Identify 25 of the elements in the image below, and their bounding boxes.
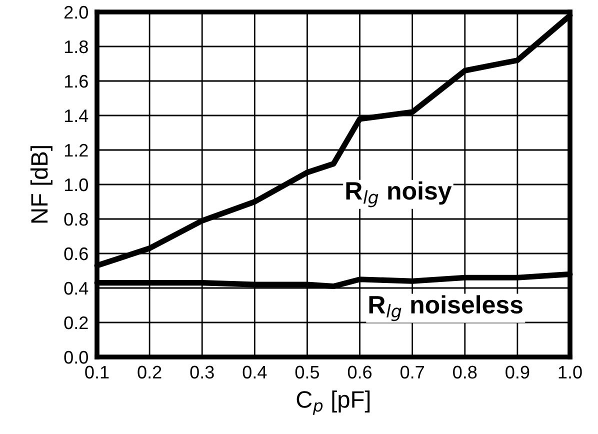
x-tick-label: 0.9 [506,366,530,379]
x-tick-label: 0.5 [295,366,320,379]
x-tick-label: 0.2 [138,366,162,379]
y-tick-label: 0.4 [64,282,88,295]
x-tick-label: 0.3 [190,366,214,379]
y-tick-label: 1.4 [64,110,88,122]
x-axis-title: C$_{p}$ [pF] [296,390,370,415]
y-tick-label: 0.2 [64,316,88,330]
x-tick-label: 0.6 [348,366,372,379]
y-tick-label: 0.0 [64,350,88,364]
x-tick-label: 0.4 [242,366,267,379]
y-axis-title: NF [dB] [30,146,52,223]
x-tick-label: 0.8 [453,366,477,379]
y-tick-label: 1.2 [64,144,88,157]
x-tick-label: 0.1 [85,366,109,379]
series-label: R$_{lg}$ noisy [346,181,452,208]
y-tick-label: 0.6 [64,247,88,260]
x-tick-label: 1.0 [558,366,582,379]
y-tick-label: 0.8 [64,212,88,226]
x-tick-label: 0.7 [400,366,424,379]
y-tick-label: 2.0 [64,6,88,19]
y-tick-label: 1.8 [64,40,88,54]
y-tick-label: 1.0 [64,178,88,192]
y-tick-label: 1.6 [64,74,88,88]
series-label: R$_{lg}$ noiseless [369,295,522,322]
